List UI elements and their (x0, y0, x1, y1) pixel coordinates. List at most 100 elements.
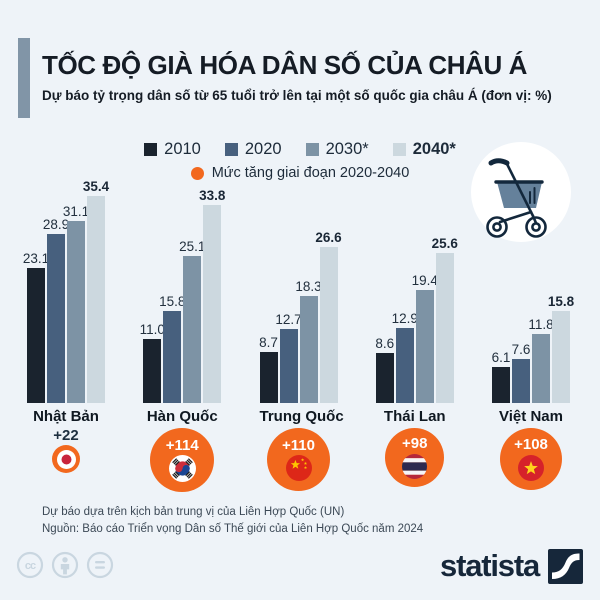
increase-cell-trung-quoc: +110 (260, 428, 338, 491)
chart-legend-years: 2010 2020 2030* 2040* (0, 140, 600, 159)
value-label: 26.6 (315, 229, 342, 245)
license-icons: cc (16, 551, 114, 579)
increase-cell-thai-lan: +98 (376, 428, 454, 487)
value-label: 19.4 (411, 272, 438, 288)
value-label: 6.1 (491, 349, 511, 365)
increase-circle-han-quoc: +114 (150, 428, 215, 492)
bar-2030--trung-quoc (299, 296, 318, 403)
bar-group-han-quoc: 11.0 15.8 25.1 33.8 (139, 188, 225, 403)
bar-group-viet-nam: 6.1 7.6 11.8 15.8 (491, 195, 574, 403)
bar-2040--trung-quoc (319, 247, 338, 403)
flag-vietnam (518, 454, 544, 481)
footnote-line1: Dự báo dựa trên kịch bản trung vị của Li… (42, 506, 345, 518)
increase-circle-trung-quoc: +110 (267, 428, 330, 491)
bar-2020-viet-nam (512, 359, 530, 403)
page-subtitle: Dự báo tỷ trọng dân số từ 65 tuổi trở lê… (42, 88, 552, 103)
bar-2030--viet-nam (532, 334, 550, 403)
legend-item-2010: 2010 (144, 140, 201, 159)
bar-group-nhat-ban: 23.1 28.9 31.1 35.4 (23, 179, 109, 403)
bar-2010-trung-quoc (259, 352, 278, 403)
value-label: 31.1 (62, 203, 90, 219)
bar-2030--han-quoc (183, 256, 202, 403)
legend-swatch-icon (305, 143, 319, 156)
rollator-walker-badge (471, 142, 571, 242)
value-label: 8.7 (259, 334, 278, 350)
equals-icon (86, 551, 114, 579)
bar-2040--viet-nam (552, 311, 570, 403)
value-label: 11.0 (139, 321, 165, 337)
value-label: 7.6 (511, 341, 531, 357)
flag-south-korea (168, 455, 196, 483)
increase-circle-nhat-ban (52, 445, 80, 473)
flag-japan (56, 449, 76, 469)
value-label: 23.1 (22, 250, 50, 266)
value-label: 8.6 (375, 335, 395, 351)
country-label-han-quoc: Hàn Quốc (146, 408, 218, 425)
footnote: Dự báo dựa trên kịch bản trung vị của Li… (42, 504, 423, 539)
statista-logo: statista (440, 548, 583, 584)
flag-japan-icon (56, 449, 76, 469)
bar-2040--han-quoc (203, 205, 222, 403)
value-label: 25.6 (431, 235, 458, 251)
legend-swatch-icon (144, 143, 158, 156)
bar-chart: 23.1 28.9 31.1 35.4 11.0 15.8 25.1 33.8 8.7 12.7 1… (23, 179, 574, 403)
statista-logo-mark-icon (548, 548, 583, 584)
flag-thailand (402, 453, 428, 479)
rollator-walker-icon (486, 158, 547, 238)
increase-cell-viet-nam: +108 (492, 428, 570, 490)
increase-dot-icon (190, 166, 204, 180)
flag-china (285, 455, 312, 482)
legend-year-label: 2030* (325, 140, 369, 158)
increase-row: +22 +114 +110 +98 +108 (27, 428, 570, 492)
flag-vietnam-icon (518, 454, 544, 481)
legend-item-2030-: 2030* (305, 140, 369, 159)
increase-value-label: +22 (53, 427, 79, 444)
value-label: 11.8 (528, 316, 554, 332)
value-label: 15.8 (159, 293, 186, 309)
svg-text:cc: cc (25, 560, 36, 572)
footnote-line2: Nguồn: Báo cáo Triển vọng Dân số Thế giớ… (42, 523, 424, 536)
legend-item-2020: 2020 (224, 140, 282, 159)
bar-group-thai-lan: 8.6 12.9 19.4 25.6 (375, 195, 458, 403)
legend-year-label: 2020 (244, 140, 282, 158)
increase-circle-thai-lan: +98 (385, 428, 445, 487)
increase-circle-viet-nam: +108 (500, 428, 562, 490)
increase-legend-label: Mức tăng giai đoạn 2020-2040 (211, 165, 410, 181)
country-label-viet-nam: Việt Nam (499, 408, 563, 425)
legend-item-2040-: 2040* (392, 140, 456, 159)
value-label: 25.1 (179, 238, 206, 254)
value-label: 33.8 (199, 187, 226, 203)
increase-value-label: +114 (165, 436, 199, 454)
legend-year-label: 2040* (412, 140, 456, 158)
chart-legend-increase: Mức tăng giai đoạn 2020-2040 (0, 165, 600, 181)
value-label: 12.9 (391, 310, 418, 326)
value-label: 28.9 (42, 216, 70, 232)
legend-swatch-icon (392, 143, 406, 156)
bar-2010-thai-lan (375, 353, 394, 403)
bar-2020-trung-quoc (279, 329, 298, 403)
flag-china-icon (285, 455, 312, 482)
value-label: 18.3 (295, 278, 322, 294)
increase-value-label: +108 (514, 436, 548, 454)
bar-2010-viet-nam (492, 367, 510, 403)
bar-2010-nhat-ban (27, 268, 45, 403)
bar-2010-han-quoc (143, 339, 162, 403)
flag-south-korea-icon (168, 455, 196, 483)
bar-2030--thai-lan (415, 290, 434, 403)
increase-value-label: +98 (402, 435, 428, 453)
flag-thailand-icon (402, 453, 428, 479)
bar-group-trung-quoc: 8.7 12.7 18.3 26.6 (259, 195, 342, 403)
country-labels-row: Nhật Bản Hàn Quốc Trung Quốc Thái Lan Việt N… (27, 408, 570, 425)
value-label: 15.8 (547, 293, 575, 309)
statista-logo-text: statista (440, 548, 540, 583)
value-label: 12.7 (275, 311, 302, 327)
title-accent-bar (18, 38, 30, 118)
cc-icon: cc (16, 551, 44, 579)
bar-2020-nhat-ban (47, 234, 65, 403)
country-label-nhat-ban: Nhật Bản (33, 408, 99, 425)
bar-2020-han-quoc (163, 311, 182, 403)
value-label: 35.4 (82, 178, 110, 194)
bar-2020-thai-lan (395, 328, 414, 403)
country-label-trung-quoc: Trung Quốc (259, 408, 344, 425)
